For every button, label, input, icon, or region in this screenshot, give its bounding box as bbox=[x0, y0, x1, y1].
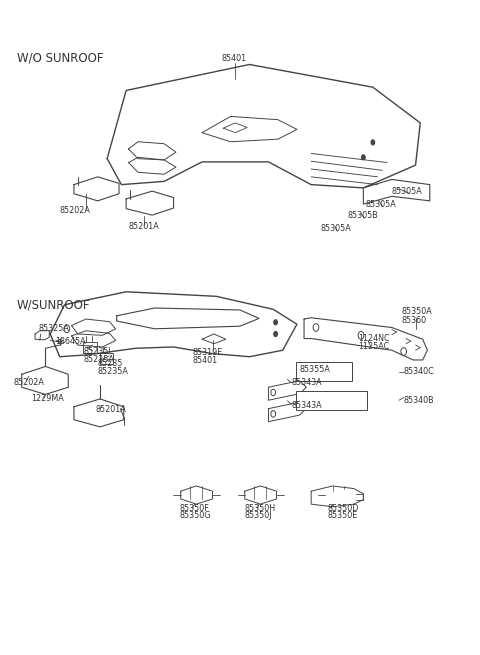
Circle shape bbox=[274, 320, 277, 325]
Text: 85305B: 85305B bbox=[347, 212, 378, 220]
Text: 85305A: 85305A bbox=[366, 200, 396, 208]
Text: 18645A: 18645A bbox=[55, 337, 85, 346]
Text: 85401: 85401 bbox=[192, 356, 218, 365]
Text: 85235A: 85235A bbox=[97, 367, 129, 376]
Text: 1229MA: 1229MA bbox=[31, 394, 64, 403]
Text: 85202A: 85202A bbox=[60, 206, 91, 215]
Text: 85340C: 85340C bbox=[404, 367, 434, 375]
FancyBboxPatch shape bbox=[296, 391, 367, 410]
Text: 85350H: 85350H bbox=[245, 504, 276, 513]
Text: 85350D: 85350D bbox=[328, 504, 359, 513]
Text: 1124NC: 1124NC bbox=[359, 334, 390, 343]
Text: W/O SUNROOF: W/O SUNROOF bbox=[17, 52, 104, 64]
Text: 85350A: 85350A bbox=[401, 307, 432, 316]
Text: 85235: 85235 bbox=[97, 359, 123, 367]
Text: W/SUNROOF: W/SUNROOF bbox=[17, 298, 91, 311]
Text: 85235A: 85235A bbox=[84, 355, 114, 364]
Text: 85305A: 85305A bbox=[392, 187, 422, 196]
Text: 85350J: 85350J bbox=[245, 512, 272, 520]
Text: 85201A: 85201A bbox=[96, 405, 126, 414]
Text: 85305A: 85305A bbox=[321, 224, 351, 233]
Text: 85343A: 85343A bbox=[291, 378, 322, 387]
Text: 85201A: 85201A bbox=[129, 222, 159, 231]
Text: 1125AC: 1125AC bbox=[359, 343, 390, 352]
Text: 85343A: 85343A bbox=[291, 401, 322, 410]
Circle shape bbox=[371, 140, 375, 145]
Circle shape bbox=[361, 155, 365, 160]
Text: 85355A: 85355A bbox=[300, 365, 330, 374]
Text: 85401: 85401 bbox=[221, 54, 246, 63]
FancyBboxPatch shape bbox=[296, 362, 352, 381]
Text: 85202A: 85202A bbox=[13, 378, 44, 387]
Text: 85350G: 85350G bbox=[179, 512, 211, 520]
Text: 85340B: 85340B bbox=[404, 396, 434, 405]
Text: 85350F: 85350F bbox=[179, 504, 209, 513]
Text: 85350E: 85350E bbox=[328, 512, 358, 520]
Text: 85325A: 85325A bbox=[38, 324, 69, 333]
Circle shape bbox=[274, 331, 277, 337]
Text: 85235: 85235 bbox=[84, 347, 109, 356]
Text: 85319E: 85319E bbox=[192, 348, 223, 357]
Text: 85360: 85360 bbox=[401, 316, 426, 325]
